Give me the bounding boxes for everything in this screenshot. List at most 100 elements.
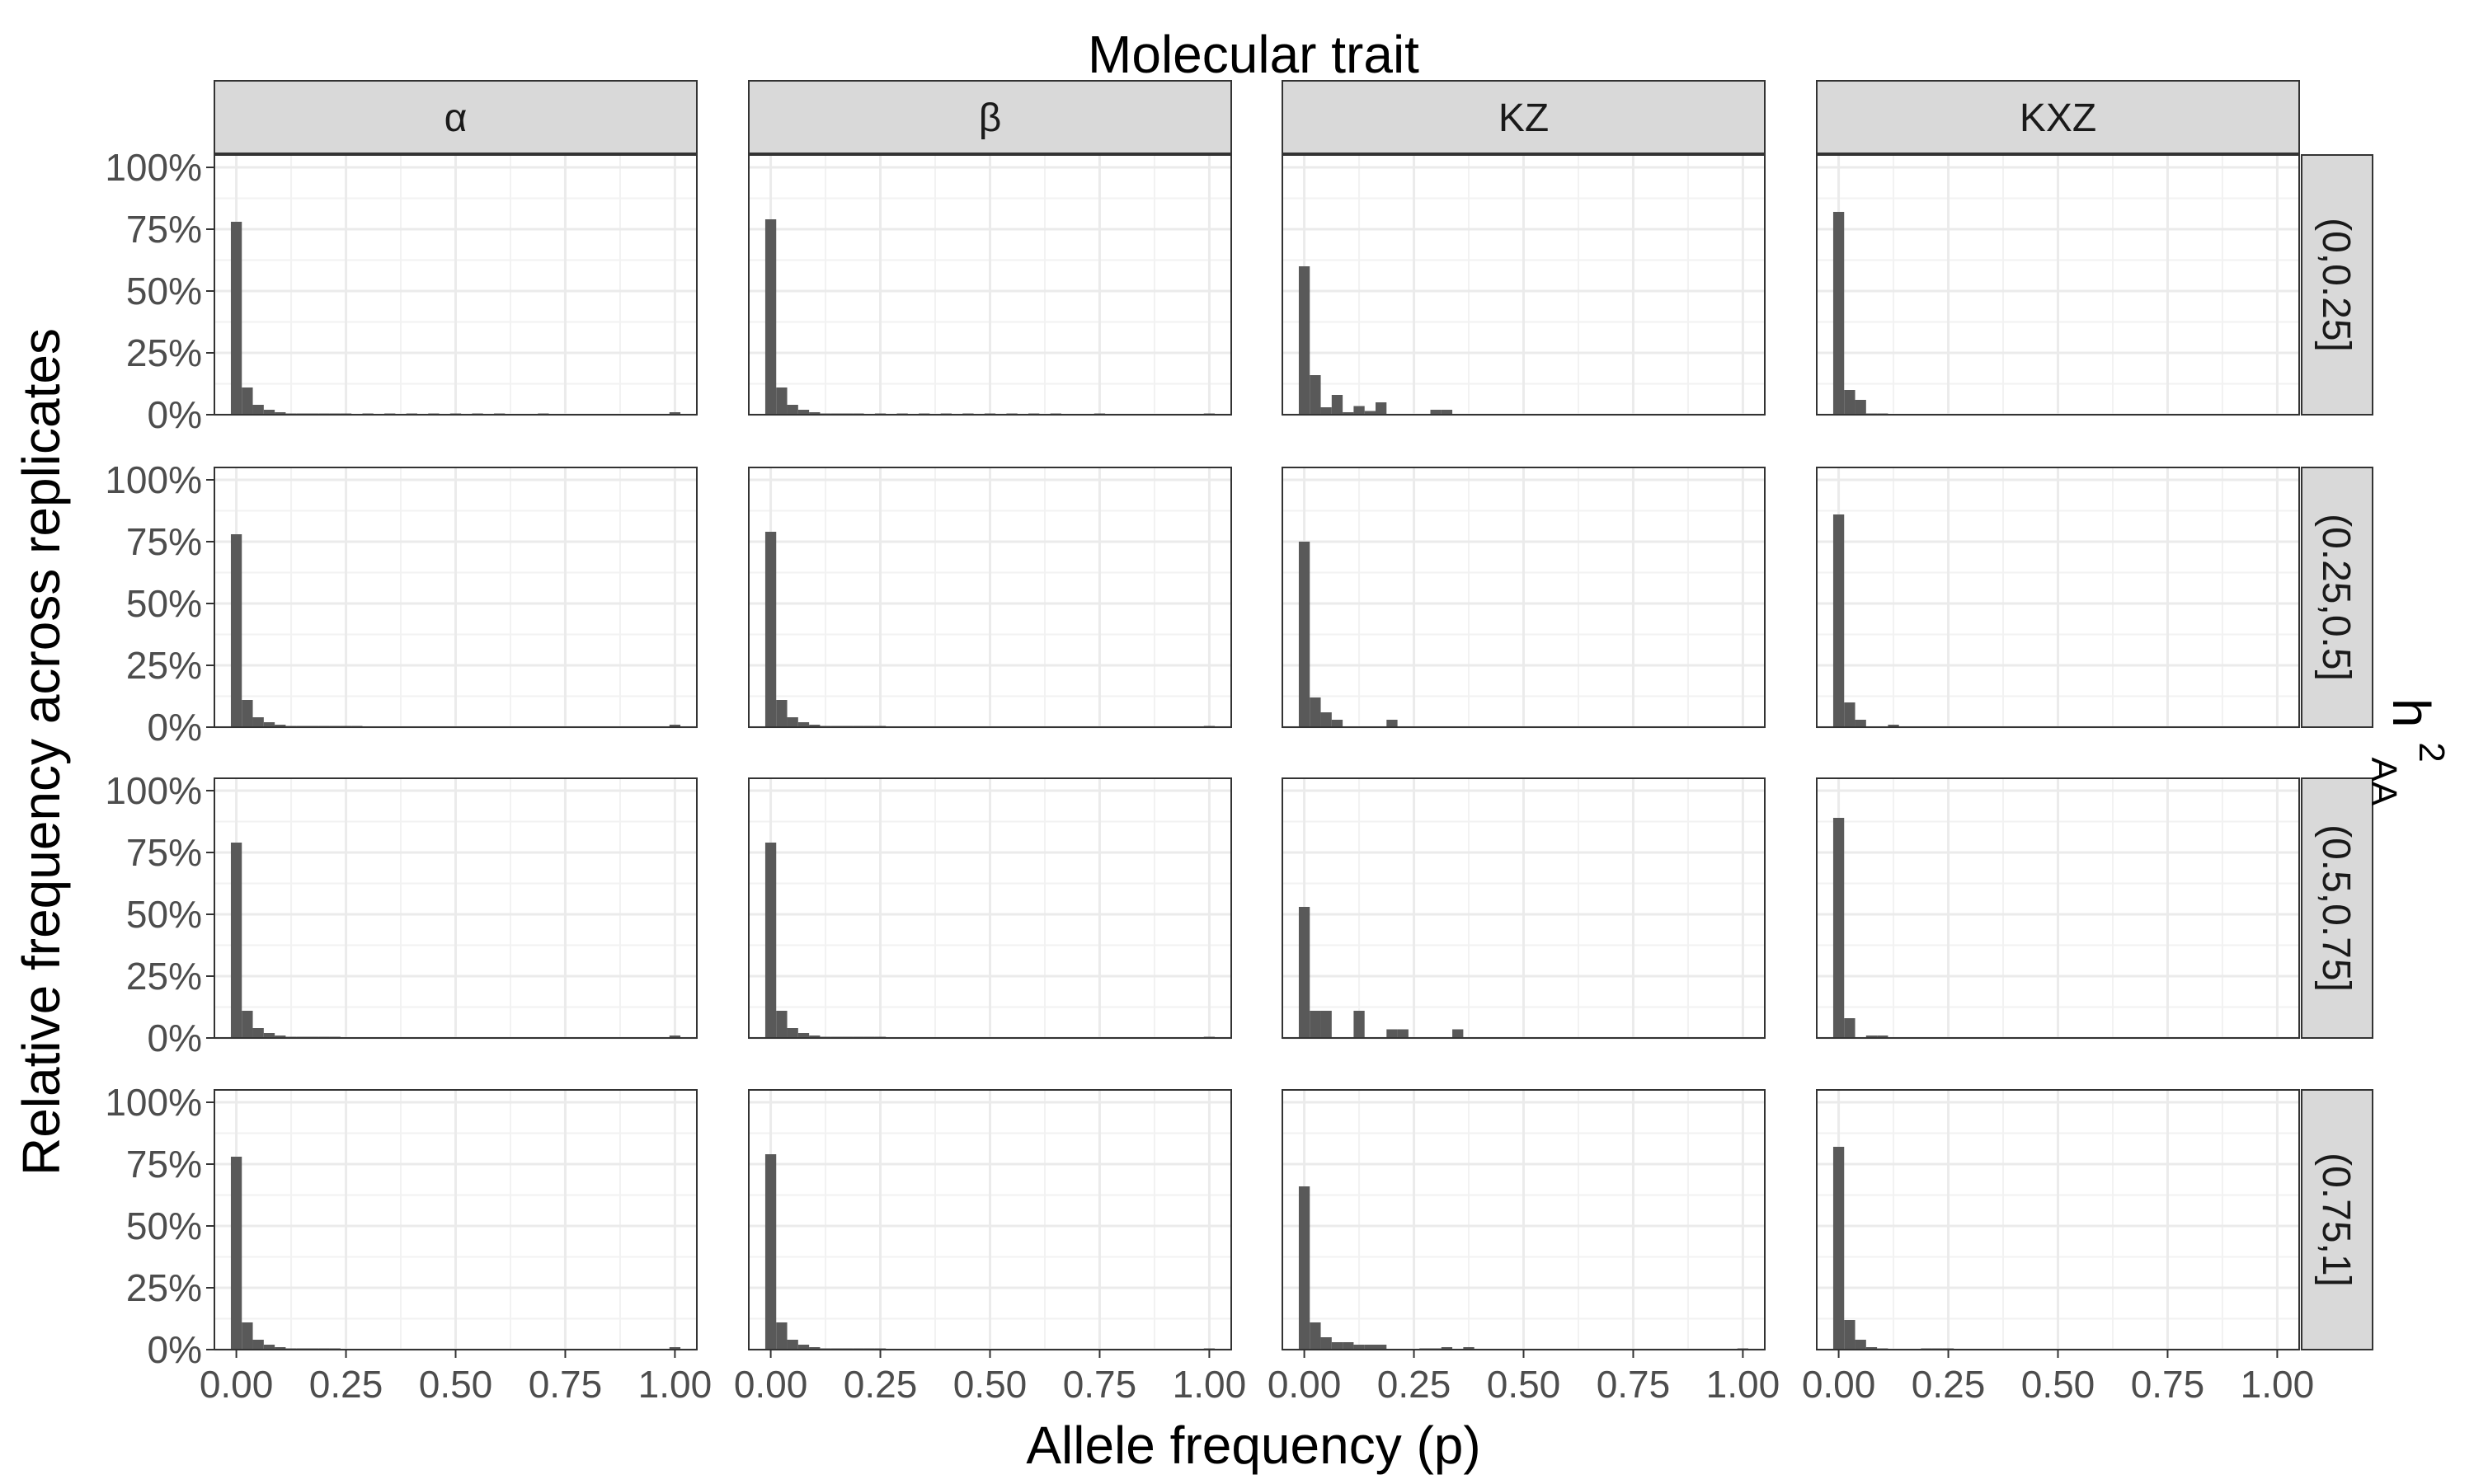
- histogram-bar-0-3-10: [669, 1347, 681, 1350]
- histogram-bar-3-3-1: [1844, 1320, 1856, 1350]
- x-tick-label-1-4: 1.00: [1173, 1363, 1247, 1406]
- histogram-bar-1-3-2: [787, 1340, 798, 1350]
- histogram-bar-2-2-5: [1397, 1029, 1409, 1038]
- histogram-bar-3-3-3: [1865, 1347, 1878, 1350]
- histogram-bar-2-3-1: [1310, 1322, 1321, 1350]
- y-tick-label-2-3: 75%: [126, 831, 202, 874]
- histogram-bar-0-1-4: [275, 725, 286, 727]
- histogram-bar-2-3-11: [1463, 1347, 1475, 1350]
- histogram-bar-0-3-1: [242, 1322, 253, 1350]
- histogram-bar-3-2-2: [1865, 1036, 1878, 1038]
- histogram-bar-2-0-5: [1353, 406, 1365, 415]
- histogram-bar-2-2-6: [1452, 1029, 1464, 1038]
- x-axis-title: Allele frequency (p): [1026, 1416, 1480, 1475]
- histogram-bar-2-1-0: [1298, 542, 1310, 727]
- histogram-bar-1-3-3: [797, 1345, 810, 1350]
- panel-border-0-2: [214, 777, 698, 1039]
- y-tick-label-1-0: 0%: [148, 706, 202, 749]
- histogram-bar-0-0-0: [230, 222, 242, 415]
- histogram-bar-0-0-19: [669, 412, 681, 415]
- x-tick-label-0-2: 0.50: [419, 1363, 493, 1406]
- histogram-bar-0-2-4: [275, 1036, 286, 1038]
- histogram-bar-1-1-0: [764, 532, 777, 727]
- x-tick-label-1-2: 0.50: [953, 1363, 1028, 1406]
- row-facet-title-main: h: [2382, 698, 2441, 728]
- histogram-bar-2-2-3: [1353, 1011, 1365, 1038]
- histogram-bar-0-2-10: [669, 1036, 681, 1038]
- histogram-bar-2-0-3: [1331, 395, 1343, 415]
- histogram-bar-1-2-0: [764, 843, 777, 1038]
- histogram-bar-1-1-3: [797, 722, 810, 727]
- histogram-bar-0-2-3: [263, 1033, 275, 1038]
- histogram-bar-2-3-0: [1298, 1186, 1310, 1350]
- row-strip-0: [2301, 154, 2373, 416]
- histogram-bar-2-3-3: [1331, 1342, 1343, 1350]
- y-tick-label-3-4: 100%: [105, 1081, 202, 1124]
- histogram-bar-2-0-8: [1430, 410, 1442, 415]
- x-tick-label-3-1: 0.25: [1912, 1363, 1986, 1406]
- histogram-bar-3-2-3: [1877, 1036, 1888, 1038]
- histogram-bar-0-1-3: [263, 722, 275, 727]
- y-tick-label-0-2: 50%: [126, 270, 202, 312]
- y-tick-label-0-0: 0%: [148, 393, 202, 436]
- histogram-bar-0-1-1: [242, 700, 253, 727]
- y-tick-label-2-1: 25%: [126, 955, 202, 998]
- y-tick-label-1-2: 50%: [126, 582, 202, 625]
- histogram-bar-2-3-4: [1343, 1342, 1354, 1350]
- histogram-bar-3-1-1: [1844, 702, 1856, 727]
- y-tick-label-1-4: 100%: [105, 458, 202, 501]
- x-tick-label-3-2: 0.50: [2021, 1363, 2095, 1406]
- histogram-bar-2-3-10: [1441, 1347, 1453, 1350]
- column-strip-label-0: α: [444, 96, 468, 140]
- x-tick-label-2-0: 0.00: [1268, 1363, 1342, 1406]
- panel-border-3-2: [1816, 777, 2300, 1039]
- histogram-bar-1-0-1: [776, 387, 788, 415]
- x-tick-label-1-0: 0.00: [734, 1363, 808, 1406]
- x-tick-label-3-4: 1.00: [2241, 1363, 2315, 1406]
- panel-border-2-2: [1282, 777, 1766, 1039]
- histogram-bar-2-1-4: [1386, 720, 1398, 727]
- y-axis-title: Relative frequency across replicates: [12, 328, 71, 1176]
- x-tick-label-2-2: 0.50: [1487, 1363, 1561, 1406]
- panel-border-1-0: [748, 154, 1232, 416]
- y-tick-label-3-0: 0%: [148, 1328, 202, 1371]
- histogram-bar-1-1-1: [776, 700, 788, 727]
- histogram-bar-2-2-2: [1320, 1011, 1332, 1038]
- histogram-bar-3-3-2: [1855, 1340, 1866, 1350]
- y-tick-label-1-1: 25%: [126, 644, 202, 687]
- column-strip-1: [748, 80, 1232, 154]
- histogram-bar-1-0-2: [787, 405, 798, 415]
- histogram-bar-2-3-7: [1376, 1345, 1387, 1350]
- panel-border-2-1: [1282, 467, 1766, 728]
- histogram-bar-2-3-2: [1320, 1337, 1332, 1350]
- histogram-bar-0-1-12: [669, 725, 681, 727]
- histogram-bar-3-0-2: [1855, 400, 1866, 415]
- column-strip-label-3: KXZ: [2020, 96, 2096, 140]
- histogram-bar-0-2-0: [230, 843, 242, 1038]
- panel-border-3-0: [1816, 154, 2300, 416]
- panel-border-0-1: [214, 467, 698, 728]
- panel-border-1-2: [748, 777, 1232, 1039]
- histogram-bar-3-1-2: [1855, 720, 1866, 727]
- x-tick-label-0-4: 1.00: [638, 1363, 713, 1406]
- x-tick-label-2-1: 0.25: [1377, 1363, 1451, 1406]
- y-tick-label-0-4: 100%: [105, 146, 202, 189]
- histogram-bar-0-1-2: [252, 717, 264, 727]
- histogram-bar-0-2-1: [242, 1011, 253, 1038]
- row-strip-label-0: (0,0.25]: [2314, 218, 2358, 352]
- histogram-bar-2-2-1: [1310, 1011, 1321, 1038]
- panel-grid: α β KZ KXZ (0,0.25] (0.25,0.5] (0.5,0.75] (0.75…: [105, 80, 2373, 1406]
- histogram-bar-0-0-4: [275, 412, 286, 415]
- panel-border-3-1: [1816, 467, 2300, 728]
- column-strip-0: [214, 80, 698, 154]
- row-facet-title-sup: 2: [2411, 742, 2452, 762]
- histogram-bar-3-1-3: [1888, 725, 1899, 727]
- y-tick-label-2-2: 50%: [126, 893, 202, 936]
- histogram-bar-1-0-3: [797, 410, 810, 415]
- histogram-bar-2-0-1: [1310, 375, 1321, 415]
- x-tick-label-0-3: 0.75: [529, 1363, 603, 1406]
- histogram-bar-1-3-1: [776, 1322, 788, 1350]
- histogram-bar-1-2-3: [797, 1033, 810, 1038]
- histogram-bar-0-0-2: [252, 405, 264, 415]
- row-strip-label-2: (0.5,0.75]: [2314, 824, 2358, 992]
